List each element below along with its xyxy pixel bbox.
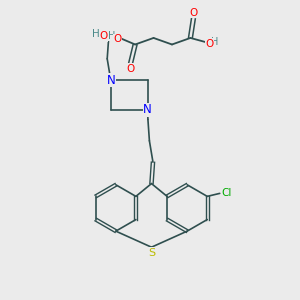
Text: N: N [143,103,152,116]
Text: O: O [127,64,135,74]
Text: H: H [212,38,219,47]
Text: H: H [92,29,100,39]
Text: O: O [99,31,107,41]
Text: O: O [189,8,197,18]
Text: H: H [108,31,115,40]
Text: S: S [148,248,155,257]
Text: O: O [113,34,122,44]
Text: N: N [106,74,115,87]
Text: Cl: Cl [221,188,231,198]
Text: O: O [205,39,213,49]
